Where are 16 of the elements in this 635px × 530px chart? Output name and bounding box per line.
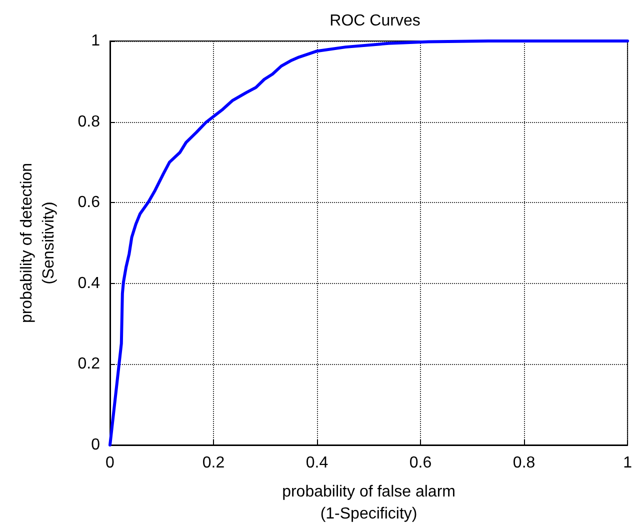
y-tick-label: 0.8 [78, 113, 100, 130]
y-tick-label: 1 [91, 32, 100, 50]
x-tick-label: 1 [623, 454, 632, 472]
y-tick-label: 0.4 [78, 274, 100, 292]
y-tick-label: 0.2 [78, 356, 100, 373]
x-tick-label: 0 [106, 454, 115, 472]
line-series [108, 40, 630, 446]
x-tick-label: 0.2 [202, 454, 225, 472]
y-tick-label: 0.6 [78, 194, 100, 212]
x-axis-title: probability of false alarm (1-Specificity) [282, 484, 456, 522]
x-tick-label: 0.6 [409, 454, 432, 472]
y-tick-label: 0 [91, 436, 100, 454]
x-tick-label: 0.4 [306, 454, 328, 472]
x-tick-label: 0.8 [512, 454, 536, 472]
y-axis-title: probability of detection (Sensitivity) [18, 162, 58, 324]
chart-title: ROC Curves [330, 12, 420, 30]
